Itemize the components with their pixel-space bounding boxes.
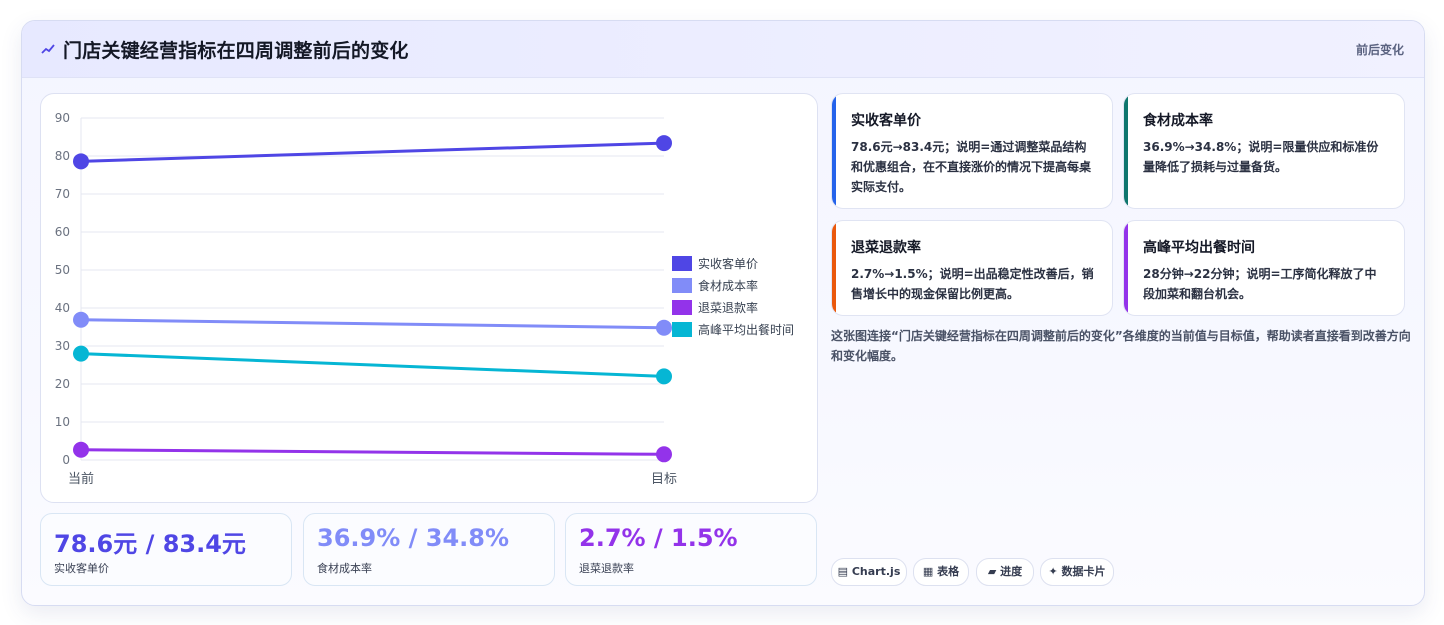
info-card-title: 食材成本率 <box>1143 113 1213 129</box>
legend-swatch <box>672 256 692 271</box>
info-card: 高峰平均出餐时间 28分钟→22分钟；说明=工序简化释放了中段加菜和翻台机会。 <box>1123 220 1405 316</box>
y-tick-label: 40 <box>55 301 70 315</box>
chart-icon: ▤ <box>837 565 852 578</box>
line-chart-panel: 0 10 20 30 40 50 60 70 80 90 当前 目标 实收客单价食材成本率退菜退款率高峰… <box>40 93 818 503</box>
accent-bar <box>832 221 836 315</box>
info-card: 食材成本率 36.9%→34.8%；说明=限量供应和标准份量降低了损耗与过量备货… <box>1123 93 1405 209</box>
kpi-label: 退菜退款率 <box>579 562 634 575</box>
legend-label: 食材成本率 <box>698 278 758 293</box>
info-card-title: 退菜退款率 <box>851 240 921 256</box>
chart-description: 这张图连接“门店关键经营指标在四周调整前后的变化”各维度的当前值与目标值，帮助读… <box>831 329 1411 363</box>
x-tick-label: 当前 <box>68 471 94 487</box>
y-tick-label: 90 <box>55 111 70 125</box>
legend-label: 退菜退款率 <box>698 300 758 315</box>
progress-icon: ▰ <box>987 565 1001 578</box>
data-point <box>656 319 672 336</box>
chip-chartjs[interactable]: ▤ Chart.js <box>831 558 907 586</box>
kpi-card: 2.7% / 1.5% 退菜退款率 <box>565 513 817 586</box>
chip-progress[interactable]: ▰ 进度 <box>976 558 1034 586</box>
series-line <box>80 318 665 330</box>
y-tick-label: 30 <box>55 339 70 353</box>
x-tick-label: 目标 <box>651 472 677 487</box>
table-icon: ▦ <box>922 565 938 578</box>
chip-data-card[interactable]: ✦ 数据卡片 <box>1040 558 1114 586</box>
info-card: 退菜退款率 2.7%→1.5%；说明=出品稳定性改善后，销售增长中的现金保留比例… <box>831 220 1113 316</box>
info-card-title: 高峰平均出餐时间 <box>1143 240 1255 256</box>
legend-label: 实收客单价 <box>698 256 758 271</box>
line-chart[interactable]: 0 10 20 30 40 50 60 70 80 90 当前 目标 实收客单价食材成本率退菜退款率高峰… <box>41 94 817 502</box>
legend-swatch <box>672 322 692 337</box>
info-card-text: 2.7%→1.5%；说明=出品稳定性改善后，销售增长中的现金保留比例更高。 <box>851 267 1094 301</box>
info-card: 实收客单价 78.6元→83.4元；说明=通过调整菜品结构和优惠组合，在不直接涨… <box>831 93 1113 209</box>
kpi-card: 78.6元 / 83.4元 实收客单价 <box>40 513 292 586</box>
data-point <box>73 153 89 170</box>
accent-bar <box>1124 221 1128 315</box>
kpi-value: 36.9% / 34.8% <box>317 524 509 552</box>
header-tag: 前后变化 <box>1355 43 1404 57</box>
card-header: 门店关键经营指标在四周调整前后的变化 前后变化 <box>22 21 1424 78</box>
y-tick-label: 0 <box>62 453 70 467</box>
data-point <box>656 135 672 152</box>
data-point <box>73 311 89 328</box>
legend-swatch <box>672 278 692 293</box>
series-line <box>80 352 665 378</box>
legend-label: 高峰平均出餐时间 <box>698 322 794 337</box>
y-tick-label: 10 <box>55 415 70 429</box>
y-tick-label: 70 <box>55 187 70 201</box>
info-card-text: 36.9%→34.8%；说明=限量供应和标准份量降低了损耗与过量备货。 <box>1143 140 1379 174</box>
kpi-value: 2.7% / 1.5% <box>579 524 738 552</box>
kpi-label: 实收客单价 <box>54 562 109 575</box>
data-point <box>73 441 89 458</box>
accent-bar <box>1124 94 1128 208</box>
legend-swatch <box>672 300 692 315</box>
info-card-text: 28分钟→22分钟；说明=工序简化释放了中段加菜和翻台机会。 <box>1143 267 1377 301</box>
series-line <box>80 141 665 163</box>
chip-label: 进度 <box>1000 565 1023 578</box>
kpi-value: 78.6元 / 83.4元 <box>54 530 246 558</box>
data-point <box>73 345 89 362</box>
data-point <box>656 446 672 463</box>
kpi-card: 36.9% / 34.8% 食材成本率 <box>303 513 555 586</box>
sparkle-icon: ✦ <box>1048 565 1062 578</box>
chip-label: Chart.js <box>851 565 901 578</box>
kpi-label: 食材成本率 <box>317 562 372 575</box>
chip-table[interactable]: ▦ 表格 <box>913 558 969 586</box>
chip-label: 数据卡片 <box>1061 565 1106 578</box>
accent-bar <box>832 94 836 208</box>
y-tick-label: 80 <box>55 149 70 163</box>
y-tick-label: 50 <box>55 263 70 277</box>
y-tick-label: 20 <box>55 377 70 391</box>
series-line <box>80 448 665 456</box>
chip-label: 表格 <box>937 565 960 578</box>
y-tick-label: 60 <box>55 225 70 239</box>
page-title: 门店关键经营指标在四周调整前后的变化 <box>63 40 409 62</box>
chart-line-icon <box>41 44 55 54</box>
info-card-title: 实收客单价 <box>851 113 921 129</box>
dashboard-card: 门店关键经营指标在四周调整前后的变化 前后变化 0 10 20 30 40 50 60 70 8… <box>21 20 1425 606</box>
info-card-text: 78.6元→83.4元；说明=通过调整菜品结构和优惠组合，在不直接涨价的情况下提… <box>851 140 1092 194</box>
data-point <box>656 368 672 385</box>
